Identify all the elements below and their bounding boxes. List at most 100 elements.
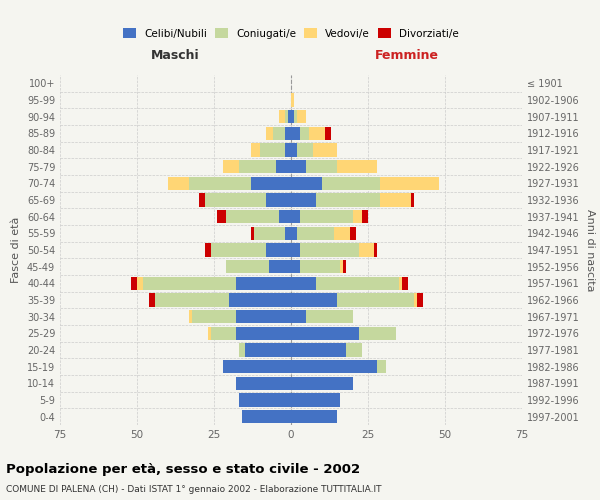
Bar (251, 176, 291, 190)
Text: Femmine: Femmine (374, 48, 439, 62)
Bar (297, 110, 307, 124)
Bar (205, 244, 211, 256)
Bar (168, 176, 190, 190)
Bar (278, 210, 291, 224)
Bar (239, 394, 291, 406)
Bar (294, 110, 297, 124)
Bar (285, 226, 291, 240)
Bar (307, 160, 337, 173)
Bar (380, 194, 411, 206)
Bar (374, 244, 377, 256)
Bar (272, 126, 285, 140)
Bar (254, 226, 285, 240)
Bar (131, 276, 137, 290)
Bar (291, 126, 300, 140)
Bar (239, 344, 245, 356)
Bar (380, 176, 439, 190)
Bar (399, 276, 402, 290)
Bar (316, 276, 399, 290)
Bar (245, 344, 291, 356)
Bar (285, 110, 288, 124)
Bar (300, 126, 310, 140)
Bar (414, 294, 417, 306)
Bar (217, 210, 226, 224)
Bar (334, 226, 350, 240)
Bar (325, 126, 331, 140)
Bar (193, 310, 236, 324)
Bar (322, 176, 380, 190)
Bar (297, 144, 313, 156)
Bar (346, 344, 362, 356)
Bar (155, 294, 229, 306)
Bar (239, 160, 275, 173)
Bar (291, 410, 337, 424)
Bar (211, 326, 236, 340)
Text: Maschi: Maschi (151, 48, 200, 62)
Bar (291, 394, 340, 406)
Bar (337, 294, 414, 306)
Bar (242, 410, 291, 424)
Bar (236, 326, 291, 340)
Bar (266, 244, 291, 256)
Bar (236, 376, 291, 390)
Bar (300, 244, 359, 256)
Bar (307, 310, 353, 324)
Bar (337, 160, 377, 173)
Bar (149, 294, 155, 306)
Bar (291, 94, 294, 106)
Text: Popolazione per età, sesso e stato civile - 2002: Popolazione per età, sesso e stato civil… (6, 462, 360, 475)
Bar (137, 276, 143, 290)
Bar (359, 244, 374, 256)
Bar (291, 310, 307, 324)
Bar (300, 260, 340, 274)
Bar (297, 226, 334, 240)
Bar (226, 210, 278, 224)
Text: COMUNE DI PALENA (CH) - Dati ISTAT 1° gennaio 2002 - Elaborazione TUTTITALIA.IT: COMUNE DI PALENA (CH) - Dati ISTAT 1° ge… (6, 485, 382, 494)
Bar (236, 310, 291, 324)
Bar (291, 160, 307, 173)
Bar (291, 194, 316, 206)
Bar (377, 360, 386, 374)
Bar (291, 110, 294, 124)
Bar (278, 110, 285, 124)
Bar (291, 226, 297, 240)
Bar (269, 260, 291, 274)
Bar (143, 276, 236, 290)
Bar (199, 194, 205, 206)
Bar (353, 210, 362, 224)
Bar (291, 276, 316, 290)
Bar (236, 276, 291, 290)
Bar (288, 110, 291, 124)
Y-axis label: Anni di nascita: Anni di nascita (585, 209, 595, 291)
Bar (291, 210, 300, 224)
Bar (343, 260, 346, 274)
Bar (310, 126, 325, 140)
Bar (275, 160, 291, 173)
Bar (285, 144, 291, 156)
Bar (291, 294, 337, 306)
Bar (417, 294, 424, 306)
Bar (211, 244, 266, 256)
Bar (316, 194, 380, 206)
Bar (251, 226, 254, 240)
Bar (291, 176, 322, 190)
Bar (190, 176, 251, 190)
Bar (205, 194, 266, 206)
Bar (291, 360, 377, 374)
Bar (362, 210, 368, 224)
Bar (411, 194, 414, 206)
Bar (285, 126, 291, 140)
Bar (190, 310, 193, 324)
Bar (266, 126, 272, 140)
Bar (350, 226, 356, 240)
Bar (226, 260, 269, 274)
Bar (291, 144, 297, 156)
Bar (208, 326, 211, 340)
Bar (266, 194, 291, 206)
Bar (223, 360, 291, 374)
Bar (291, 244, 300, 256)
Bar (402, 276, 408, 290)
Bar (291, 344, 346, 356)
Bar (340, 260, 343, 274)
Bar (291, 376, 353, 390)
